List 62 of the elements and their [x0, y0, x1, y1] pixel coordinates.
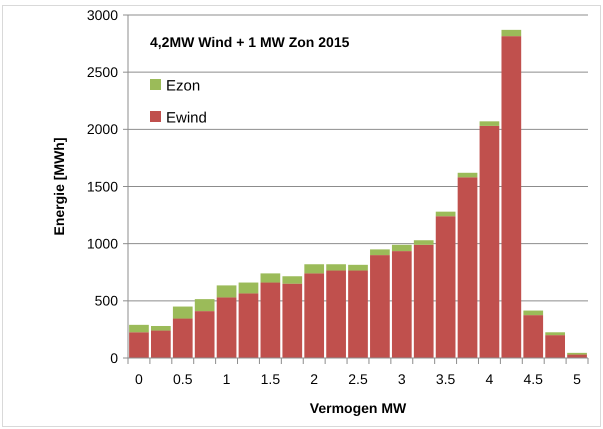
bar — [523, 315, 544, 358]
bar — [370, 249, 390, 256]
x-tick-label: 4.5 — [524, 371, 544, 387]
bar — [282, 276, 302, 284]
x-tick-label: 2.5 — [348, 371, 368, 387]
bar — [304, 273, 324, 358]
y-tick-label: 1500 — [86, 178, 118, 194]
bar — [348, 270, 368, 358]
x-tick-label: 4 — [486, 371, 494, 387]
bar — [348, 264, 368, 271]
x-tick-label: 1.5 — [260, 371, 280, 387]
bar — [194, 311, 215, 358]
bar — [172, 318, 193, 358]
bar — [326, 264, 346, 271]
bar — [151, 330, 171, 358]
legend-label: Ewind — [166, 109, 207, 126]
bar — [458, 177, 478, 358]
bar — [480, 126, 500, 358]
bar — [545, 335, 565, 358]
text: 4,2MW Wind + 1 MW Zon 2015 — [150, 34, 350, 50]
bar — [414, 240, 434, 245]
bar — [304, 264, 324, 274]
bar — [436, 216, 456, 358]
bar — [238, 282, 258, 294]
bar — [260, 273, 280, 283]
bar — [501, 30, 522, 36]
x-tick-label: 3 — [398, 371, 406, 387]
bar — [216, 285, 236, 298]
bar — [129, 332, 149, 358]
bar — [282, 284, 302, 358]
y-axis-title: Energie [MWh] — [51, 138, 67, 236]
bar — [129, 324, 149, 332]
y-tick-label: 2500 — [86, 64, 118, 80]
y-tick-label: 2000 — [86, 121, 118, 138]
bar — [501, 36, 522, 358]
bar — [151, 326, 171, 331]
x-tick-label: 3.5 — [436, 371, 456, 387]
x-axis-title: Vermogen MW — [310, 400, 408, 416]
bar — [238, 293, 258, 358]
x-tick-label: 5 — [573, 371, 582, 387]
bar — [414, 244, 434, 358]
bar — [523, 310, 544, 316]
x-tick-label: 2 — [310, 371, 318, 387]
y-tick-label: 0 — [110, 350, 118, 366]
bar — [480, 121, 500, 126]
bar — [436, 212, 456, 216]
bar — [458, 172, 478, 178]
bar — [326, 270, 346, 358]
bar — [392, 244, 412, 252]
legend-label: Ezon — [166, 77, 200, 94]
y-tick-label: 500 — [94, 292, 118, 309]
y-tick-label: 1000 — [86, 236, 118, 252]
y-tick-label: 3000 — [86, 6, 118, 23]
x-tick-label: 1 — [222, 371, 231, 387]
bar — [216, 297, 236, 358]
bar — [172, 306, 193, 319]
bar — [392, 251, 412, 358]
x-tick-label: 0 — [135, 371, 144, 387]
x-tick-label: 0.5 — [173, 371, 193, 387]
bar — [370, 255, 390, 358]
bar — [194, 299, 215, 312]
bar — [260, 282, 280, 358]
